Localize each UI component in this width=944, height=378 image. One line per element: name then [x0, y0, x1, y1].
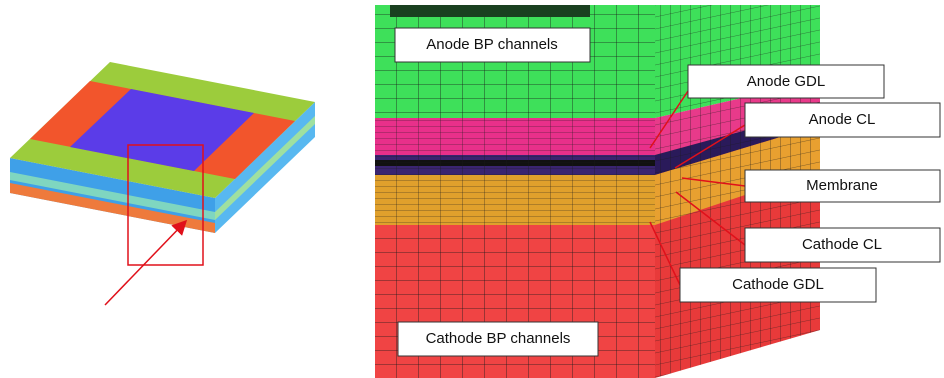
plate-model — [10, 62, 315, 305]
label: Cathode BP channels — [398, 322, 598, 356]
label-text: Anode BP channels — [426, 36, 558, 53]
label-text: Anode CL — [809, 111, 876, 128]
label: Cathode CL — [745, 228, 940, 262]
label: Anode CL — [745, 103, 940, 137]
label: Anode GDL — [688, 65, 884, 98]
channel-strip — [390, 5, 590, 17]
label: Cathode GDL — [680, 268, 876, 302]
label-text: Anode GDL — [747, 73, 825, 90]
label: Membrane — [745, 170, 940, 202]
label-text: Membrane — [806, 177, 878, 194]
figure: Anode BP channels Anode GDL Anode CL Mem… — [0, 0, 944, 378]
label: Anode BP channels — [395, 28, 590, 62]
page: Anode BP channels Anode GDL Anode CL Mem… — [0, 0, 944, 378]
label-text: Cathode GDL — [732, 276, 824, 293]
label-text: Cathode BP channels — [426, 330, 571, 347]
front-mesh-fine — [375, 118, 655, 225]
zoom-arrow — [105, 222, 185, 305]
label-text: Cathode CL — [802, 236, 882, 253]
